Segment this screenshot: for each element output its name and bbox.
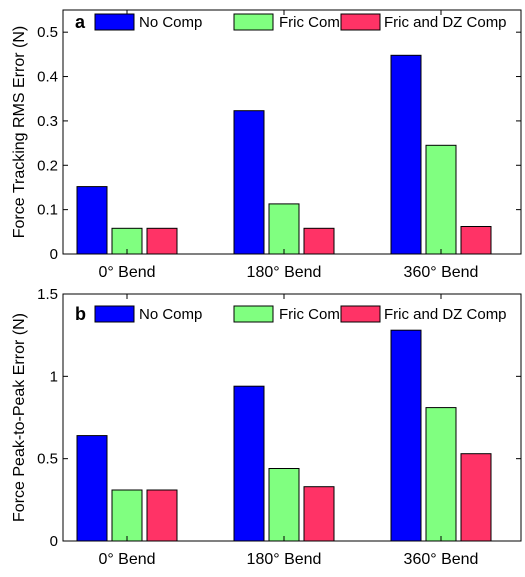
bar [268,468,300,542]
bar [303,486,335,542]
legend: No Comp Fric Comp Fric and DZ Comp [94,13,507,31]
legend-label: Fric and DZ Comp [384,306,507,323]
x-tick-label: 180° Bend [247,551,322,568]
panel-label: b [75,304,86,324]
y-tick-label: 0.5 [37,451,58,468]
y-tick-label: 0.4 [37,69,58,86]
y-tick-label: 0 [50,533,58,550]
y-axis-title: Force Peak-to-Peak Error (N) [11,313,28,522]
plot-frame [62,293,522,542]
bar [76,186,108,255]
legend-swatch [233,305,274,323]
legend-swatch [94,13,135,31]
x-tick-label: 0° Bend [98,551,155,568]
legend-swatch [94,305,135,323]
x-tick-label: 360° Bend [404,551,479,568]
y-tick-label: 0.3 [37,113,58,130]
y-tick-label: 1.5 [37,286,58,303]
y-axis-title: Force Tracking RMS Error (N) [11,26,28,238]
bar [146,227,178,255]
x-tick-label: 360° Bend [404,264,479,281]
legend-label: Fric Comp [279,14,348,31]
bar [390,329,422,542]
legend-label: No Comp [139,306,202,323]
y-tick-label: 0 [50,246,58,263]
legend-swatch [340,13,381,31]
bar [460,226,492,255]
bar [76,435,108,542]
bar [303,227,335,255]
x-tick-label: 0° Bend [98,264,155,281]
legend: No Comp Fric Comp Fric and DZ Comp [94,305,507,323]
chart-panel-a: 0 0.1 0.2 0.3 0.4 0.5 0° Bend 180° Bend 360° Ben… [11,9,522,281]
legend-label: Fric and DZ Comp [384,14,507,31]
y-tick-label: 1 [50,368,58,385]
bar [390,54,422,255]
y-tick-label: 0.2 [37,157,58,174]
bar [425,407,457,542]
chart-panel-b: 0 0.5 1 1.5 0° Bend 180° Bend 360° Bend Force P… [11,286,522,568]
bar [233,110,265,255]
bar [460,453,492,542]
legend-swatch [233,13,274,31]
y-tick-label: 0.1 [37,202,58,219]
bar [425,144,457,255]
plot-frame [62,9,522,255]
bar [233,385,265,542]
bar [268,203,300,255]
legend-label: Fric Comp [279,306,348,323]
x-tick-label: 180° Bend [247,264,322,281]
bar [111,489,143,542]
bar [146,489,178,542]
panel-label: a [75,12,86,32]
legend-swatch [340,305,381,323]
y-tick-label: 0.5 [37,24,58,41]
legend-label: No Comp [139,14,202,31]
